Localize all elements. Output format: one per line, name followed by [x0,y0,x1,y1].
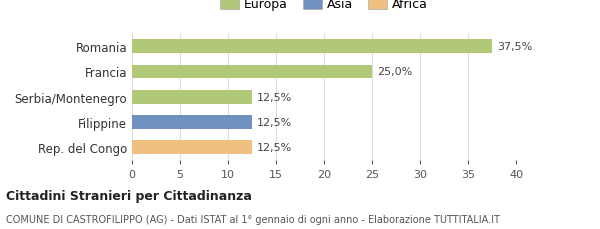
Bar [132,116,252,129]
Text: 37,5%: 37,5% [497,42,532,52]
Text: 25,0%: 25,0% [377,67,412,77]
Bar [132,40,492,54]
Text: Cittadini Stranieri per Cittadinanza: Cittadini Stranieri per Cittadinanza [6,189,252,202]
Text: 12,5%: 12,5% [257,117,292,128]
Text: COMUNE DI CASTROFILIPPO (AG) - Dati ISTAT al 1° gennaio di ogni anno - Elaborazi: COMUNE DI CASTROFILIPPO (AG) - Dati ISTA… [6,214,500,224]
Legend: Europa, Asia, Africa: Europa, Asia, Africa [215,0,433,16]
Text: 12,5%: 12,5% [257,143,292,153]
Bar [132,141,252,155]
Bar [132,65,372,79]
Bar [132,90,252,104]
Text: 12,5%: 12,5% [257,92,292,102]
